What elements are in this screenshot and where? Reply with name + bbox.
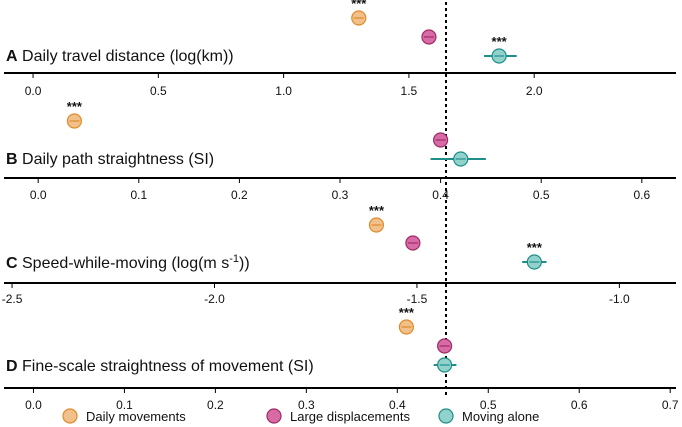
legend-item: Large displacements — [266, 408, 410, 424]
legend-label: Moving alone — [462, 409, 539, 424]
significance-stars: *** — [399, 305, 415, 320]
x-tick-label: 0.5 — [480, 398, 497, 412]
significance-stars: *** — [527, 240, 543, 255]
panel-letter: D — [6, 358, 18, 375]
legend: Daily movements Large displacements Moving… — [62, 408, 539, 424]
x-tick-label: -1.5 — [407, 292, 428, 306]
legend-label: Daily movements — [86, 409, 186, 424]
significance-stars: *** — [369, 203, 385, 218]
panel-title-text: Fine-scale straightness of movement (SI) — [18, 358, 314, 375]
x-tick-label: -1.0 — [609, 292, 630, 306]
x-tick-label: 0.0 — [25, 84, 42, 98]
x-tick-label: 0.6 — [633, 188, 650, 202]
x-tick-label: -2.5 — [2, 292, 23, 306]
panel-title-text: Daily path straightness (SI) — [18, 151, 215, 168]
panel-title: D Fine-scale straightness of movement (S… — [6, 358, 314, 375]
significance-stars: *** — [492, 34, 508, 49]
panel-title-text: Speed-while-moving (log(m s — [18, 255, 230, 272]
significance-stars: *** — [351, 0, 367, 11]
x-tick-label: 0.2 — [207, 398, 224, 412]
legend-marker — [62, 408, 78, 424]
x-tick-label: 2.0 — [526, 84, 543, 98]
panel-title-suffix: )) — [239, 255, 250, 272]
panels: 0.0 0.5 1.0 1.5 2.0 A Daily travel distance (… — [2, 0, 679, 412]
panel-title-text: Daily travel distance (log(km)) — [18, 48, 234, 65]
panel-letter: C — [6, 255, 18, 272]
x-tick-label: 0.0 — [25, 398, 42, 412]
x-tick-label: 0.4 — [389, 398, 406, 412]
x-tick-label: 0.3 — [298, 398, 315, 412]
x-tick-label: 0.0 — [30, 188, 47, 202]
x-tick-label: 1.5 — [401, 84, 418, 98]
x-tick-label: 0.1 — [116, 398, 133, 412]
panel-b: 0.0 0.1 0.2 0.3 0.4 0.5 0.6 B Daily path straig… — [4, 99, 676, 202]
x-tick-label: 0.6 — [571, 398, 588, 412]
legend-item: Moving alone — [438, 408, 539, 424]
x-tick-label: 1.0 — [275, 84, 292, 98]
panel-a: 0.0 0.5 1.0 1.5 2.0 A Daily travel distance (… — [4, 0, 676, 98]
legend-label: Large displacements — [290, 409, 410, 424]
legend-marker — [438, 408, 454, 424]
panel-title: A Daily travel distance (log(km)) — [6, 48, 234, 65]
panel-letter: B — [6, 151, 18, 168]
panel-title-superscript: -1 — [229, 253, 239, 265]
panel-letter: A — [6, 48, 18, 65]
panel-d: 0.0 0.1 0.2 0.3 0.4 0.5 0.6 0.7 D Fine-scale str… — [4, 305, 679, 412]
legend-marker — [266, 408, 282, 424]
x-tick-label: -2.0 — [204, 292, 225, 306]
legend-item: Daily movements — [62, 408, 186, 424]
panel-c: -2.5 -2.0 -1.5 -1.0 C Speed-while-moving (lo… — [2, 203, 676, 306]
x-tick-label: 0.7 — [662, 398, 679, 412]
x-tick-label: 0.4 — [432, 188, 449, 202]
x-tick-label: 0.5 — [533, 188, 550, 202]
panel-title: B Daily path straightness (SI) — [6, 151, 214, 168]
x-tick-label: 0.5 — [150, 84, 167, 98]
x-tick-label: 0.2 — [231, 188, 248, 202]
x-tick-label: 0.3 — [332, 188, 349, 202]
significance-stars: *** — [67, 99, 83, 114]
x-tick-label: 0.1 — [130, 188, 147, 202]
panel-title: C Speed-while-moving (log(m s-1)) — [6, 253, 250, 272]
